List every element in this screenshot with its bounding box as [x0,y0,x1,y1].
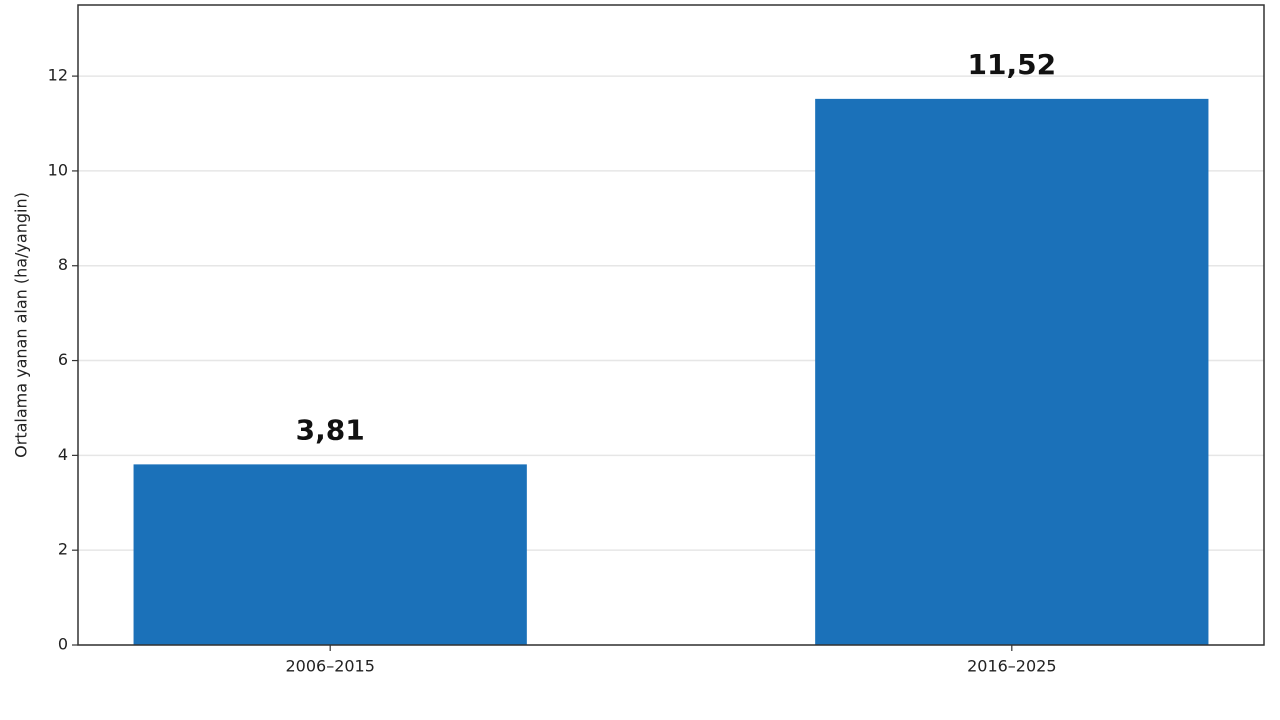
y-tick-label: 2 [58,540,68,559]
y-tick-label: 12 [48,66,68,85]
y-tick-label: 4 [58,445,68,464]
x-tick-label: 2006–2015 [285,657,374,676]
y-tick-label: 8 [58,255,68,274]
value-label: 11,52 [968,48,1057,81]
x-tick-label: 2016–2025 [967,657,1056,676]
y-tick-label: 10 [48,160,68,179]
y-tick-label: 6 [58,350,68,369]
bar [815,98,1209,645]
value-label: 3,81 [296,413,365,446]
bar [133,464,527,645]
y-tick-label: 0 [58,635,68,654]
y-axis-label: Ortalama yanan alan (ha/yangin) [12,192,31,458]
plot-frame [77,4,1265,646]
